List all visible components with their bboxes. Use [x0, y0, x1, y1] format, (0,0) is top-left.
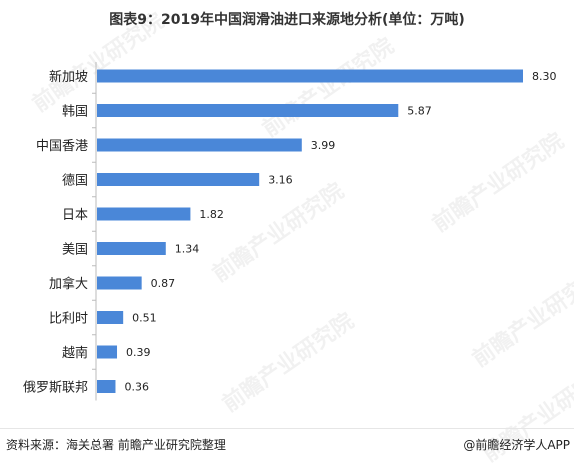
category-label: 越南 — [62, 345, 88, 361]
bar — [97, 69, 523, 83]
value-label: 1.82 — [199, 208, 224, 221]
category-label: 日本 — [62, 208, 88, 223]
value-label: 8.30 — [532, 70, 557, 83]
category-label: 俄罗斯联邦 — [23, 381, 88, 396]
bar — [97, 276, 142, 290]
category-label: 德国 — [62, 174, 88, 189]
bar — [97, 242, 166, 255]
value-label: 0.39 — [126, 346, 151, 359]
bar — [97, 173, 260, 186]
source-note: 资料来源：海关总署 前瞻产业研究院整理 — [6, 438, 226, 452]
footer-divider — [0, 428, 574, 429]
value-label: 3.99 — [311, 139, 336, 152]
bar — [97, 380, 116, 393]
value-label: 5.87 — [407, 105, 432, 118]
value-label: 0.87 — [151, 277, 176, 290]
bar-chart: 新加坡 8.30 韩国 5.87 中国香港 3.99 德国 3.16 日本 1.82 美国 1.34 加… — [23, 62, 557, 401]
bar — [97, 104, 399, 117]
brand-credit: @前瞻经济学人APP — [463, 438, 570, 452]
bar — [97, 138, 302, 152]
value-label: 1.34 — [175, 243, 200, 256]
bar — [97, 311, 124, 324]
category-label: 比利时 — [49, 312, 88, 327]
value-label: 0.36 — [124, 381, 149, 394]
bar — [97, 207, 191, 221]
category-label: 加拿大 — [49, 276, 88, 292]
category-label: 新加坡 — [49, 69, 88, 85]
chart-title: 图表9：2019年中国润滑油进口来源地分析(单位：万吨) — [109, 12, 465, 28]
category-label: 美国 — [62, 243, 88, 258]
value-label: 0.51 — [132, 312, 157, 325]
category-label: 韩国 — [62, 105, 88, 120]
category-label: 中国香港 — [36, 139, 88, 154]
value-label: 3.16 — [268, 174, 293, 187]
bar — [97, 345, 118, 359]
